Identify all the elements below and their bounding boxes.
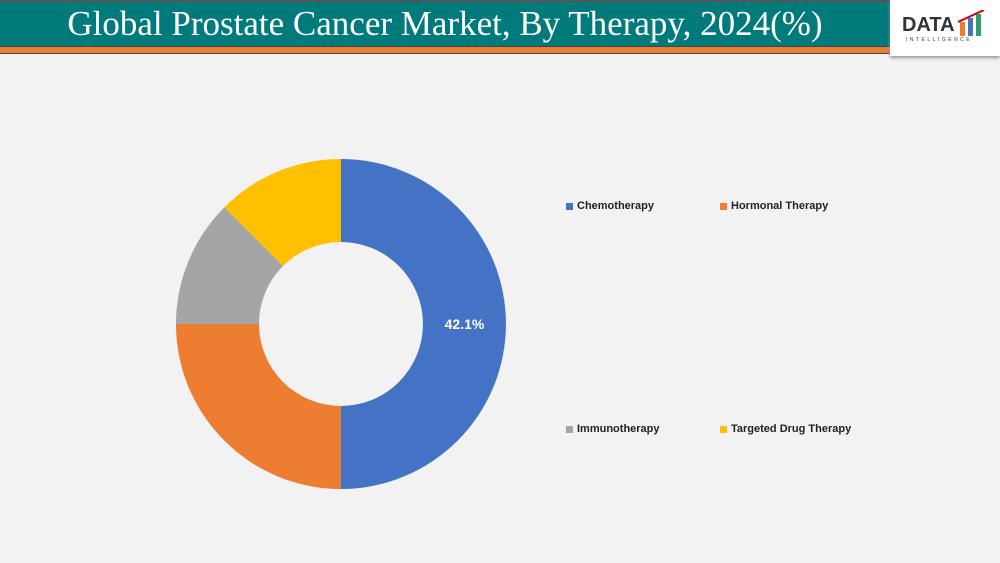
donut-chart: 42.1% — [176, 159, 506, 489]
legend-label: Immunotherapy — [577, 423, 660, 435]
logo-text: DATA — [902, 14, 955, 36]
legend-swatch — [566, 425, 573, 433]
legend-swatch — [720, 425, 727, 433]
slice-chemotherapy — [341, 159, 506, 489]
slice-immunotherapy — [176, 207, 284, 324]
legend-label: Hormonal Therapy — [731, 200, 829, 212]
accent-stripe — [0, 46, 890, 54]
logo-bars-icon — [958, 10, 985, 36]
page-title: Global Prostate Cancer Market, By Therap… — [67, 4, 823, 43]
logo-subtext: INTELLIGENCE — [906, 37, 973, 43]
legend-swatch — [720, 202, 727, 210]
legend-label: Chemotherapy — [577, 200, 655, 212]
legend-item: Chemotherapy — [566, 200, 654, 212]
slice-hormonal-therapy — [176, 324, 341, 489]
legend-label: Targeted Drug Therapy — [731, 423, 852, 435]
title-bar: Global Prostate Cancer Market, By Therap… — [0, 0, 890, 46]
legend-swatch — [566, 202, 573, 210]
slice-targeted-drug-therapy — [224, 159, 341, 267]
legend-item: Immunotherapy — [566, 423, 660, 435]
logo: DATA INTELLIGENCE — [890, 0, 1000, 56]
legend-item: Hormonal Therapy — [720, 200, 828, 212]
data-label: 42.1% — [445, 316, 485, 332]
legend-item: Targeted Drug Therapy — [720, 423, 851, 435]
